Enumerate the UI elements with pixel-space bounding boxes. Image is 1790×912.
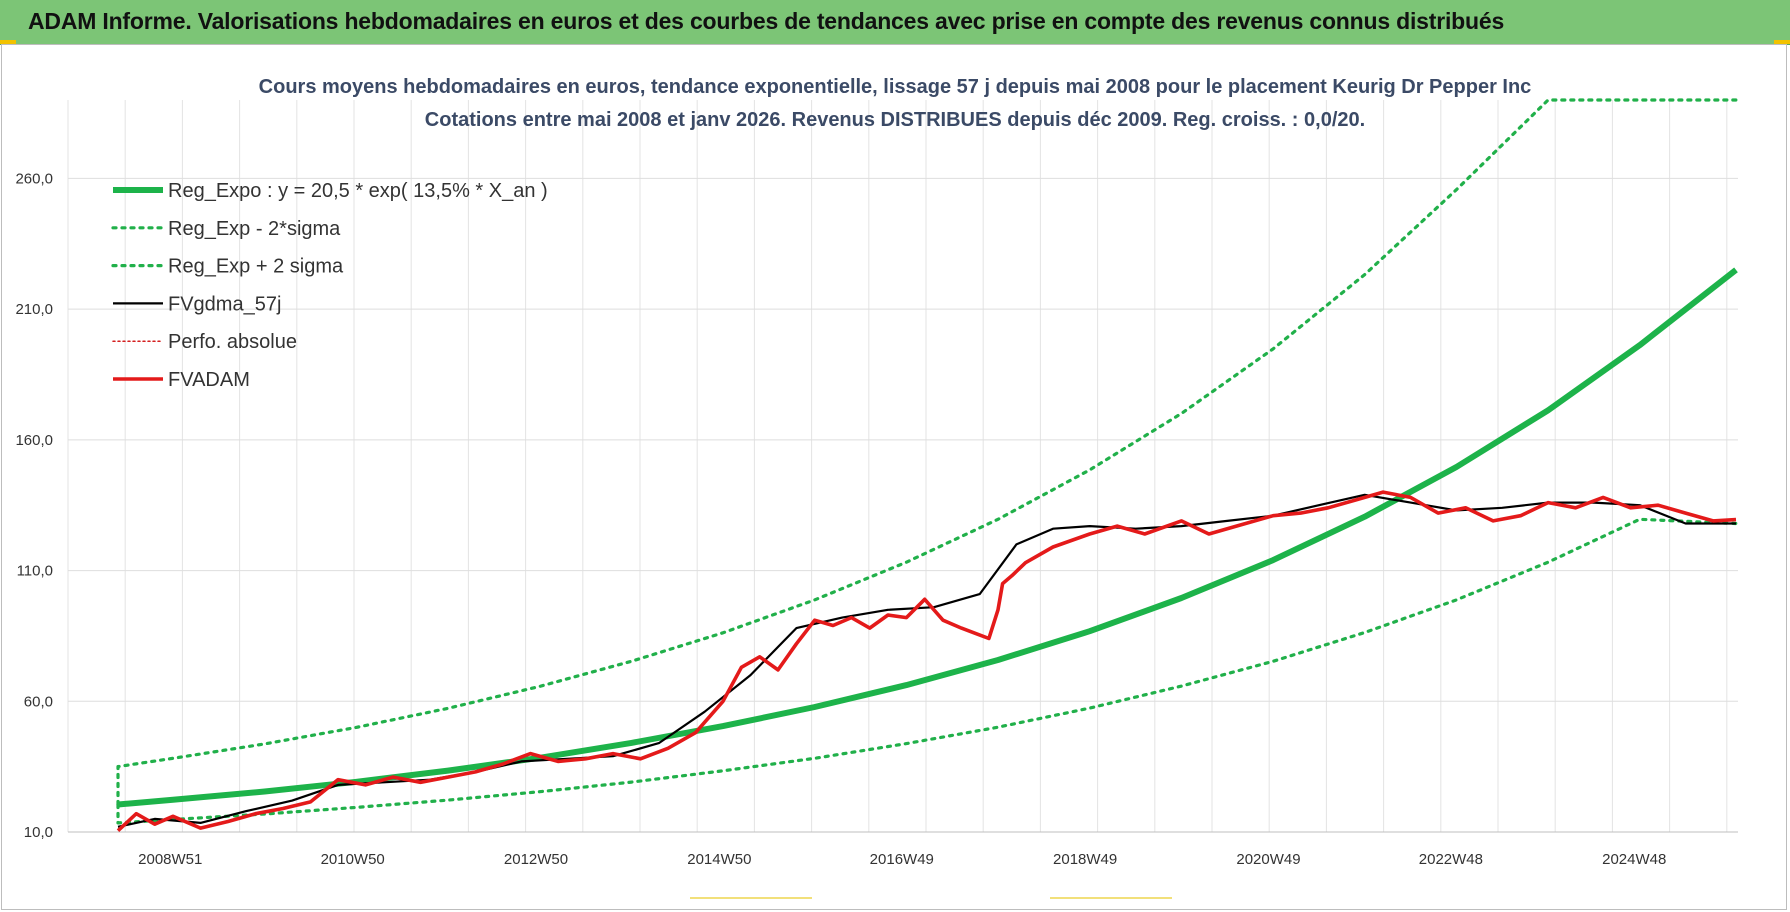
chart-frame bbox=[1, 44, 1787, 910]
x-tick-label: 2010W50 bbox=[321, 851, 385, 868]
series-line-fvgdma-57j bbox=[117, 493, 1736, 828]
bottom-accent-2 bbox=[1050, 897, 1172, 899]
x-tick-label: 2022W48 bbox=[1419, 851, 1483, 868]
x-tick-label: 2008W51 bbox=[138, 851, 202, 868]
legend-label: Perfo. absolue bbox=[168, 331, 297, 353]
chart-title-line-2: Cotations entre mai 2008 et janv 2026. R… bbox=[425, 109, 1365, 131]
y-tick-label: 260,0 bbox=[15, 170, 53, 187]
series-line-reg-exp-2-sigma bbox=[116, 517, 1738, 825]
x-tick-label: 2018W49 bbox=[1053, 851, 1117, 868]
x-tick-label: 2014W50 bbox=[687, 851, 751, 868]
y-tick-label: 10,0 bbox=[24, 824, 53, 841]
corner-accent-top-right bbox=[1774, 40, 1790, 44]
series-line-reg-exp-2-sigma bbox=[116, 98, 1738, 807]
y-tick-label: 210,0 bbox=[15, 301, 53, 318]
y-tick-label: 60,0 bbox=[24, 693, 53, 710]
chart-grid bbox=[67, 100, 1738, 833]
x-tick-label: 2024W48 bbox=[1602, 851, 1666, 868]
corner-accent-top-left bbox=[0, 40, 16, 44]
chart-series bbox=[116, 98, 1738, 833]
legend-label: Reg_Exp - 2*sigma bbox=[168, 218, 341, 240]
series-line-fvadam bbox=[116, 490, 1737, 833]
y-tick-label: 160,0 bbox=[15, 432, 53, 449]
x-tick-label: 2020W49 bbox=[1236, 851, 1300, 868]
y-tick-label: 110,0 bbox=[17, 563, 53, 580]
legend-label: FVADAM bbox=[168, 369, 250, 391]
bottom-accent-1 bbox=[690, 897, 812, 899]
x-tick-label: 2016W49 bbox=[870, 851, 934, 868]
page-title: ADAM Informe. Valorisations hebdomadaire… bbox=[28, 8, 1505, 34]
legend-label: Reg_Exp + 2 sigma bbox=[168, 256, 344, 278]
chart-legend: Reg_Expo : y = 20,5 * exp( 13,5% * X_an … bbox=[111, 180, 548, 391]
x-tick-label: 2012W50 bbox=[504, 851, 568, 868]
header-bar: ADAM Informe. Valorisations hebdomadaire… bbox=[0, 0, 1790, 45]
legend-label: FVgdma_57j bbox=[168, 293, 281, 315]
series-line-reg-expo-y-20-5-exp-13-5-x-an bbox=[117, 267, 1738, 808]
legend-label: Reg_Expo : y = 20,5 * exp( 13,5% * X_an … bbox=[168, 180, 548, 202]
chart-title-line-1: Cours moyens hebdomadaires en euros, ten… bbox=[259, 76, 1532, 98]
chart-ticks: 10,0 60,0 110,0 160,0 210,0 260,0 2008W51 2010W… bbox=[15, 170, 1666, 868]
